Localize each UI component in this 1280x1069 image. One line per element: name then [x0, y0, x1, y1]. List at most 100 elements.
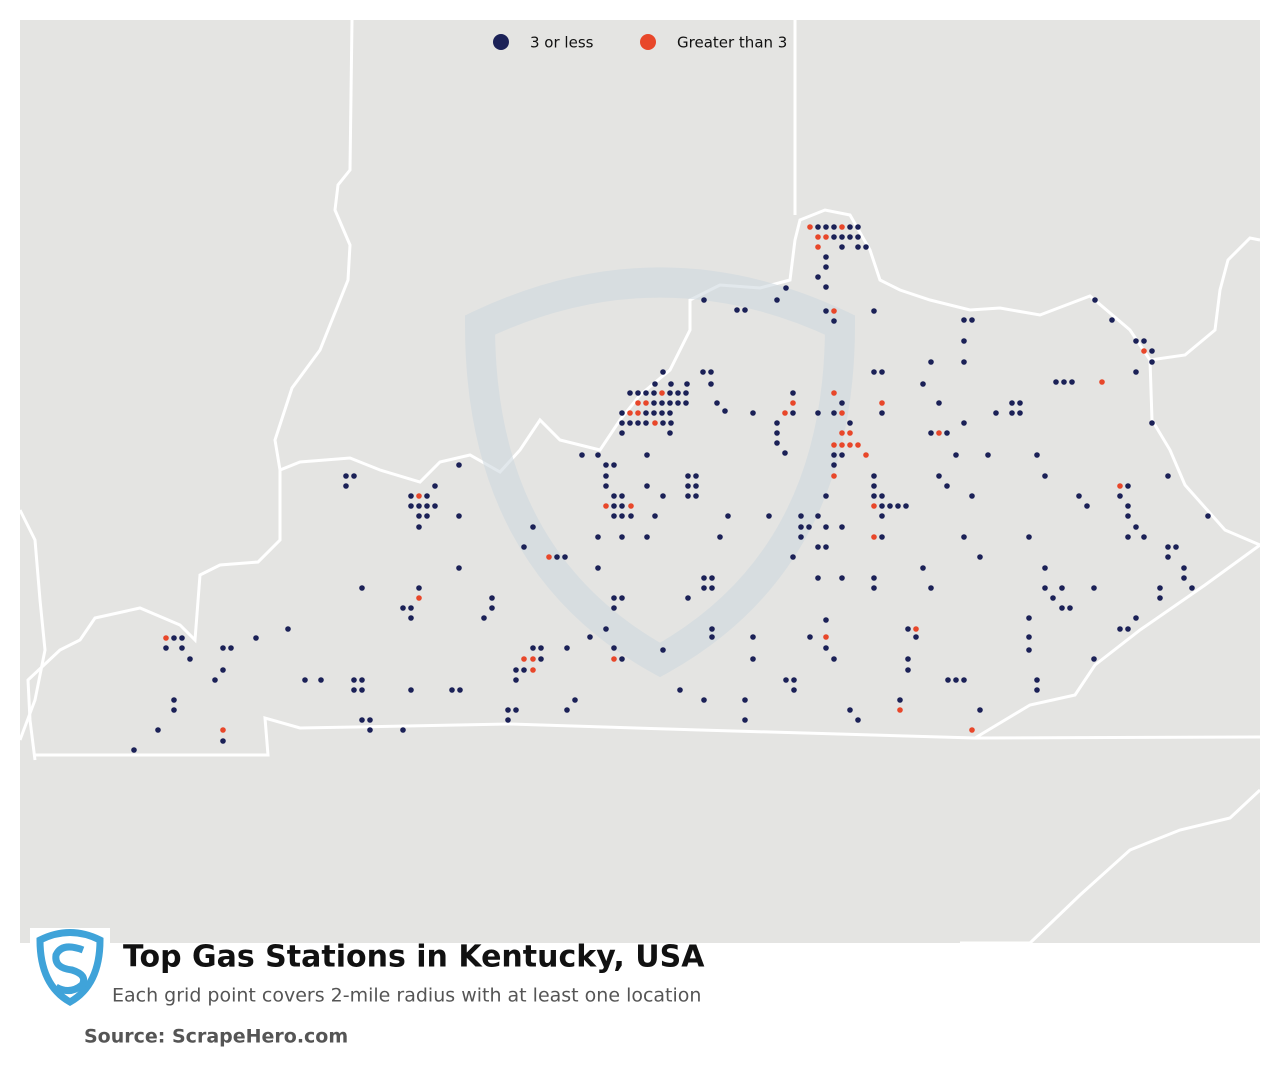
location-dot [667, 400, 673, 406]
location-dot [521, 544, 527, 550]
location-dot [675, 390, 681, 396]
location-dot [953, 677, 959, 683]
location-dot [815, 234, 821, 240]
location-dot [831, 656, 837, 662]
location-dot [595, 534, 601, 540]
borders [18, 19, 1262, 945]
location-dot [1099, 379, 1105, 385]
location-dot [1026, 615, 1032, 621]
location-dot [359, 677, 365, 683]
location-dot [489, 595, 495, 601]
location-dot [1125, 534, 1131, 540]
location-dot [163, 635, 169, 641]
location-dot [587, 634, 593, 640]
location-dot [839, 524, 845, 530]
location-dot [709, 575, 715, 581]
location-dot [1117, 483, 1123, 489]
location-dot [1181, 575, 1187, 581]
location-dot [903, 503, 909, 509]
location-dot [611, 513, 617, 519]
location-dot [774, 430, 780, 436]
location-dot [1165, 473, 1171, 479]
location-dot [359, 717, 365, 723]
location-dot [1125, 503, 1131, 509]
location-dot [579, 452, 585, 458]
location-dot [611, 645, 617, 651]
location-dot [668, 420, 674, 426]
location-dot [611, 605, 617, 611]
location-dot [668, 381, 674, 387]
location-dot [871, 369, 877, 375]
location-dot [179, 635, 185, 641]
location-dot [285, 626, 291, 632]
location-dot [831, 234, 837, 240]
location-dot [725, 513, 731, 519]
location-dot [489, 605, 495, 611]
location-dot [871, 575, 877, 581]
location-dot [619, 513, 625, 519]
location-dot [815, 575, 821, 581]
location-dot [400, 605, 406, 611]
location-dot [879, 503, 885, 509]
location-dot [823, 645, 829, 651]
location-dot [1117, 626, 1123, 632]
location-dot [961, 534, 967, 540]
location-dot [791, 687, 797, 693]
location-dot [714, 400, 720, 406]
location-dot [530, 667, 536, 673]
location-dot [367, 727, 373, 733]
location-dot [449, 687, 455, 693]
location-dot [416, 493, 422, 499]
location-dot [171, 707, 177, 713]
location-dot [1133, 524, 1139, 530]
location-dot [1165, 554, 1171, 560]
location-dot [538, 656, 544, 662]
location-dot [619, 420, 625, 426]
location-dot [701, 585, 707, 591]
location-dot [343, 473, 349, 479]
location-dot [961, 420, 967, 426]
location-dot [871, 493, 877, 499]
location-dot [708, 381, 714, 387]
location-dot [660, 647, 666, 653]
location-dot [1091, 656, 1097, 662]
location-dot [905, 626, 911, 632]
location-dot [343, 483, 349, 489]
location-dot [855, 442, 861, 448]
location-dot [823, 634, 829, 640]
location-dot [839, 234, 845, 240]
location-dot [212, 677, 218, 683]
location-dot [815, 274, 821, 280]
location-dot [791, 677, 797, 683]
location-dot [1165, 544, 1171, 550]
location-dot [513, 707, 519, 713]
location-dot [823, 617, 829, 623]
location-dot [961, 338, 967, 344]
location-dot [879, 369, 885, 375]
location-dot [790, 390, 796, 396]
location-dot [179, 645, 185, 651]
location-dot [750, 634, 756, 640]
location-dot [897, 697, 903, 703]
location-dot [839, 442, 845, 448]
location-dot [823, 254, 829, 260]
location-dot [863, 244, 869, 250]
location-dot [1026, 634, 1032, 640]
location-dot [871, 483, 877, 489]
location-dot [1109, 317, 1115, 323]
location-dot [1141, 348, 1147, 354]
location-dot [228, 645, 234, 651]
location-dot [683, 400, 689, 406]
location-dot [253, 635, 259, 641]
location-dot [847, 430, 853, 436]
location-dot [961, 359, 967, 365]
location-dot [408, 615, 414, 621]
location-dot [481, 615, 487, 621]
location-dot [871, 585, 877, 591]
location-dot [961, 317, 967, 323]
location-dot [628, 503, 634, 509]
location-dot [913, 634, 919, 640]
location-dot [351, 677, 357, 683]
location-dot [603, 626, 609, 632]
location-dot [839, 452, 845, 458]
